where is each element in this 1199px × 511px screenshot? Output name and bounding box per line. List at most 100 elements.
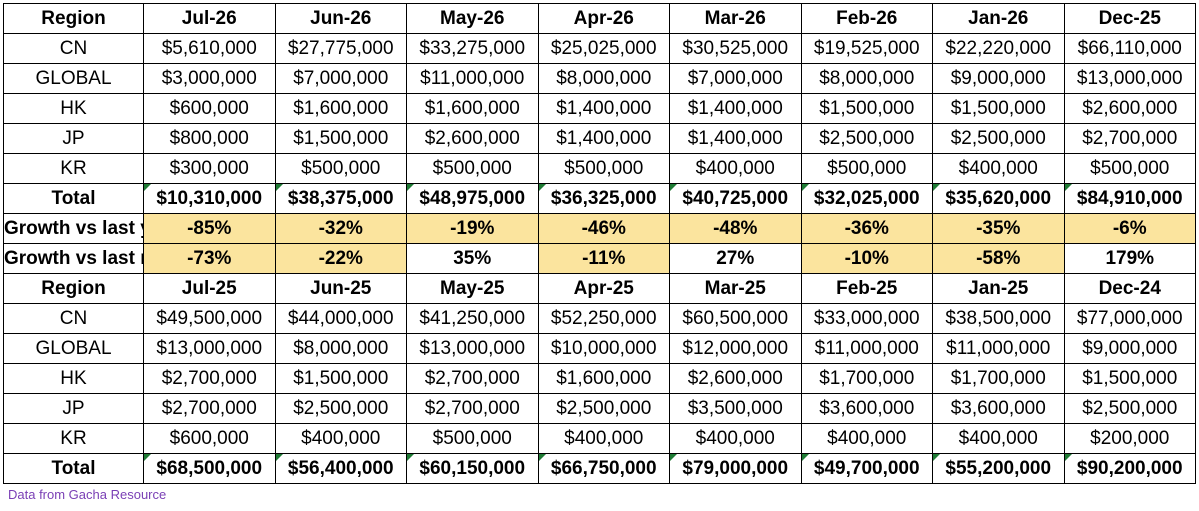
value-cell[interactable]: $1,400,000 bbox=[537, 93, 670, 124]
growth-cell[interactable]: 35% bbox=[406, 243, 539, 274]
month-header[interactable]: Dec-24 bbox=[1063, 273, 1196, 304]
value-cell[interactable]: $400,000 bbox=[537, 423, 670, 454]
month-header[interactable]: Apr-26 bbox=[537, 3, 670, 34]
region-cell[interactable]: JP bbox=[3, 393, 144, 424]
value-cell[interactable]: $2,600,000 bbox=[1063, 93, 1196, 124]
value-cell[interactable]: $800,000 bbox=[143, 123, 276, 154]
growth-cell[interactable]: -35% bbox=[932, 213, 1065, 244]
value-cell[interactable]: $2,700,000 bbox=[143, 393, 276, 424]
value-cell[interactable]: $2,700,000 bbox=[406, 363, 539, 394]
value-cell[interactable]: $27,775,000 bbox=[274, 33, 407, 64]
value-cell[interactable]: $3,000,000 bbox=[143, 63, 276, 94]
value-cell[interactable]: $500,000 bbox=[406, 153, 539, 184]
value-cell[interactable]: $1,400,000 bbox=[669, 93, 802, 124]
value-cell[interactable]: $1,400,000 bbox=[669, 123, 802, 154]
total-cell[interactable]: $90,200,000 bbox=[1063, 453, 1196, 484]
month-header[interactable]: Jan-26 bbox=[932, 3, 1065, 34]
value-cell[interactable]: $25,025,000 bbox=[537, 33, 670, 64]
region-cell[interactable]: KR bbox=[3, 423, 144, 454]
month-header[interactable]: Feb-26 bbox=[800, 3, 933, 34]
total-cell[interactable]: $35,620,000 bbox=[932, 183, 1065, 214]
region-cell[interactable]: HK bbox=[3, 363, 144, 394]
total-cell[interactable]: $38,375,000 bbox=[274, 183, 407, 214]
growth-cell[interactable]: -73% bbox=[143, 243, 276, 274]
region-cell[interactable]: KR bbox=[3, 153, 144, 184]
value-cell[interactable]: $1,400,000 bbox=[537, 123, 670, 154]
month-header[interactable]: Mar-26 bbox=[669, 3, 802, 34]
growth-cell[interactable]: -22% bbox=[274, 243, 407, 274]
value-cell[interactable]: $2,500,000 bbox=[537, 393, 670, 424]
value-cell[interactable]: $2,700,000 bbox=[143, 363, 276, 394]
total-cell[interactable]: $36,325,000 bbox=[537, 183, 670, 214]
total-label[interactable]: Total bbox=[3, 183, 144, 214]
value-cell[interactable]: $49,500,000 bbox=[143, 303, 276, 334]
value-cell[interactable]: $11,000,000 bbox=[406, 63, 539, 94]
value-cell[interactable]: $11,000,000 bbox=[800, 333, 933, 364]
growth-cell[interactable]: -36% bbox=[800, 213, 933, 244]
value-cell[interactable]: $300,000 bbox=[143, 153, 276, 184]
value-cell[interactable]: $77,000,000 bbox=[1063, 303, 1196, 334]
value-cell[interactable]: $1,500,000 bbox=[274, 363, 407, 394]
value-cell[interactable]: $2,500,000 bbox=[932, 123, 1065, 154]
total-cell[interactable]: $55,200,000 bbox=[932, 453, 1065, 484]
value-cell[interactable]: $3,500,000 bbox=[669, 393, 802, 424]
total-cell[interactable]: $10,310,000 bbox=[143, 183, 276, 214]
value-cell[interactable]: $2,600,000 bbox=[669, 363, 802, 394]
value-cell[interactable]: $400,000 bbox=[669, 423, 802, 454]
value-cell[interactable]: $500,000 bbox=[274, 153, 407, 184]
value-cell[interactable]: $19,525,000 bbox=[800, 33, 933, 64]
value-cell[interactable]: $22,220,000 bbox=[932, 33, 1065, 64]
value-cell[interactable]: $13,000,000 bbox=[406, 333, 539, 364]
value-cell[interactable]: $1,700,000 bbox=[932, 363, 1065, 394]
value-cell[interactable]: $400,000 bbox=[800, 423, 933, 454]
month-header[interactable]: Jul-26 bbox=[143, 3, 276, 34]
value-cell[interactable]: $41,250,000 bbox=[406, 303, 539, 334]
value-cell[interactable]: $1,600,000 bbox=[537, 363, 670, 394]
month-header[interactable]: Apr-25 bbox=[537, 273, 670, 304]
region-cell[interactable]: GLOBAL bbox=[3, 63, 144, 94]
value-cell[interactable]: $400,000 bbox=[274, 423, 407, 454]
growth-cell[interactable]: -6% bbox=[1063, 213, 1196, 244]
value-cell[interactable]: $200,000 bbox=[1063, 423, 1196, 454]
value-cell[interactable]: $13,000,000 bbox=[143, 333, 276, 364]
growth-label[interactable]: Growth vs last year bbox=[3, 213, 144, 244]
region-cell[interactable]: CN bbox=[3, 303, 144, 334]
value-cell[interactable]: $30,525,000 bbox=[669, 33, 802, 64]
region-cell[interactable]: GLOBAL bbox=[3, 333, 144, 364]
month-header[interactable]: May-25 bbox=[406, 273, 539, 304]
value-cell[interactable]: $52,250,000 bbox=[537, 303, 670, 334]
region-header[interactable]: Region bbox=[3, 3, 144, 34]
total-cell[interactable]: $84,910,000 bbox=[1063, 183, 1196, 214]
growth-cell[interactable]: -85% bbox=[143, 213, 276, 244]
value-cell[interactable]: $8,000,000 bbox=[537, 63, 670, 94]
value-cell[interactable]: $500,000 bbox=[537, 153, 670, 184]
total-cell[interactable]: $60,150,000 bbox=[406, 453, 539, 484]
value-cell[interactable]: $7,000,000 bbox=[669, 63, 802, 94]
value-cell[interactable]: $12,000,000 bbox=[669, 333, 802, 364]
growth-cell[interactable]: 27% bbox=[669, 243, 802, 274]
value-cell[interactable]: $1,500,000 bbox=[1063, 363, 1196, 394]
total-cell[interactable]: $40,725,000 bbox=[669, 183, 802, 214]
value-cell[interactable]: $1,600,000 bbox=[274, 93, 407, 124]
growth-cell[interactable]: 179% bbox=[1063, 243, 1196, 274]
region-header[interactable]: Region bbox=[3, 273, 144, 304]
value-cell[interactable]: $9,000,000 bbox=[932, 63, 1065, 94]
value-cell[interactable]: $600,000 bbox=[143, 423, 276, 454]
region-cell[interactable]: CN bbox=[3, 33, 144, 64]
month-header[interactable]: Jun-25 bbox=[274, 273, 407, 304]
value-cell[interactable]: $66,110,000 bbox=[1063, 33, 1196, 64]
value-cell[interactable]: $1,600,000 bbox=[406, 93, 539, 124]
growth-cell[interactable]: -11% bbox=[537, 243, 670, 274]
value-cell[interactable]: $500,000 bbox=[406, 423, 539, 454]
month-header[interactable]: May-26 bbox=[406, 3, 539, 34]
growth-cell[interactable]: -58% bbox=[932, 243, 1065, 274]
month-header[interactable]: Jul-25 bbox=[143, 273, 276, 304]
value-cell[interactable]: $33,000,000 bbox=[800, 303, 933, 334]
growth-cell[interactable]: -46% bbox=[537, 213, 670, 244]
total-cell[interactable]: $68,500,000 bbox=[143, 453, 276, 484]
total-cell[interactable]: $48,975,000 bbox=[406, 183, 539, 214]
value-cell[interactable]: $500,000 bbox=[800, 153, 933, 184]
value-cell[interactable]: $9,000,000 bbox=[1063, 333, 1196, 364]
value-cell[interactable]: $400,000 bbox=[932, 423, 1065, 454]
total-cell[interactable]: $56,400,000 bbox=[274, 453, 407, 484]
